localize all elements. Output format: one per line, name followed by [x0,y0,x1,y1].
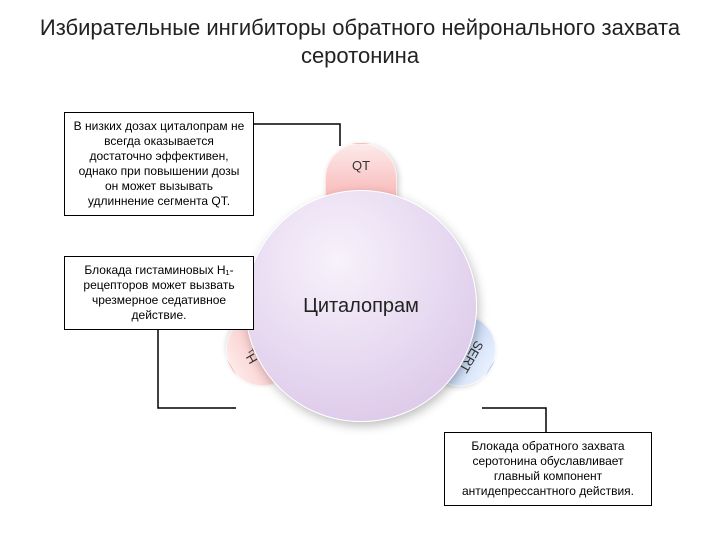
h1-note-connector [158,320,236,408]
diagram-stage: Избирательные ингибиторы обратного нейро… [0,0,720,540]
qt-note: В низких дозах циталопрам не всегда оказ… [64,112,254,216]
center-label: Циталопрам [303,295,419,318]
sert-note-connector [482,408,546,432]
petal-label-qt: QT [326,158,396,173]
center-circle: Циталопрам [245,190,477,422]
sert-note: Блокада обратного захвата серотонина обу… [444,432,652,506]
qt-note-connector [254,124,340,146]
h1-note: Блокада гистаминовых H₁-рецепторов может… [64,256,254,330]
